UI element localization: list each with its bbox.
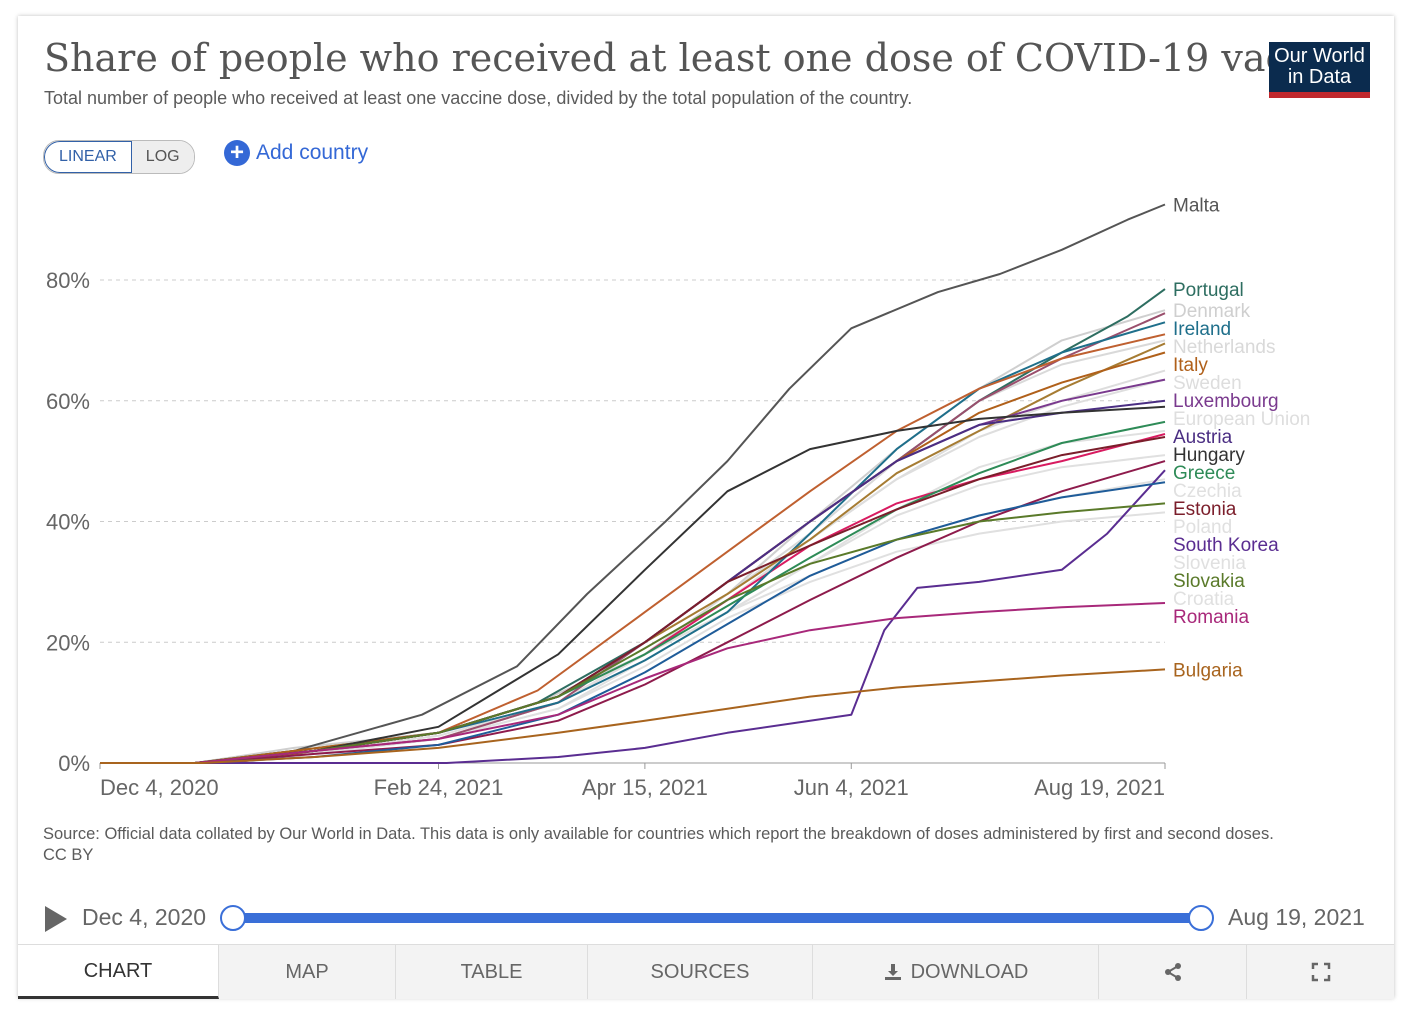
- license-text: CC BY: [43, 846, 94, 864]
- series-line: [100, 369, 1166, 764]
- series-label: Czechia: [1173, 481, 1242, 502]
- chart-title: Share of people who received at least on…: [44, 36, 1368, 80]
- add-country-label: Add country: [256, 141, 369, 164]
- y-tick-label: 20%: [46, 630, 90, 655]
- series-label: Slovenia: [1173, 553, 1246, 574]
- tab-download[interactable]: DOWNLOAD: [813, 945, 1099, 999]
- download-icon: [883, 962, 903, 982]
- tab-sources[interactable]: SOURCES: [588, 945, 813, 999]
- y-tick-label: 80%: [46, 268, 90, 293]
- series-line: [100, 602, 1166, 764]
- series-label: Estonia: [1173, 499, 1237, 520]
- add-country-button[interactable]: + Add country: [224, 140, 368, 166]
- series-label: Sweden: [1173, 373, 1242, 394]
- series-label: Slovakia: [1173, 571, 1245, 592]
- series-line: [100, 333, 1166, 764]
- tab-chart[interactable]: CHART: [18, 945, 219, 999]
- source-note: Source: Official data collated by Our Wo…: [43, 824, 1303, 866]
- tab-table[interactable]: TABLE: [396, 945, 588, 999]
- tab-fullscreen[interactable]: [1247, 945, 1394, 999]
- series-label: Hungary: [1173, 445, 1245, 466]
- tab-map[interactable]: MAP: [219, 945, 396, 999]
- series-line: [100, 469, 1166, 764]
- series-label: European Union: [1173, 409, 1310, 430]
- play-icon[interactable]: [45, 906, 67, 932]
- series-label: Italy: [1173, 355, 1208, 376]
- series-label: Luxembourg: [1173, 391, 1279, 412]
- y-tick-label: 40%: [46, 510, 90, 535]
- tab-sources-label: SOURCES: [650, 961, 750, 983]
- chart-subtitle: Total number of people who received at l…: [44, 88, 913, 108]
- tab-map-label: MAP: [285, 961, 329, 983]
- x-tick-label: Apr 15, 2021: [582, 775, 708, 800]
- logo-line-2: in Data: [1287, 66, 1352, 88]
- series-line: [100, 288, 1166, 764]
- series-line: [100, 351, 1166, 764]
- x-tick-label: Feb 24, 2021: [374, 775, 504, 800]
- series-label: Netherlands: [1173, 337, 1275, 358]
- series-line: [100, 511, 1166, 764]
- series-line: [100, 460, 1166, 764]
- series-label: Ireland: [1173, 319, 1231, 340]
- x-tick-label: Jun 4, 2021: [794, 775, 909, 800]
- series-line: [100, 378, 1166, 764]
- scale-toggle: LINEAR LOG: [43, 140, 195, 174]
- series-label: Malta: [1173, 196, 1220, 217]
- series-line: [100, 429, 1166, 764]
- fullscreen-icon: [1311, 962, 1331, 982]
- y-tick-label: 0%: [58, 751, 90, 776]
- series-label: Poland: [1173, 517, 1232, 538]
- y-tick-label: 60%: [46, 389, 90, 414]
- linear-scale-button[interactable]: LINEAR: [44, 141, 132, 173]
- series-label: Croatia: [1173, 589, 1235, 610]
- timeline-end-handle[interactable]: [1188, 905, 1214, 931]
- timeline-end-label: Aug 19, 2021: [1228, 904, 1365, 930]
- plus-icon: +: [224, 140, 250, 166]
- log-scale-button[interactable]: LOG: [131, 141, 194, 173]
- tab-chart-label: CHART: [83, 959, 153, 982]
- series-label: South Korea: [1173, 535, 1279, 556]
- chart-card: Share of people who received at least on…: [18, 16, 1394, 999]
- series-label: Romania: [1173, 607, 1249, 628]
- series-line: [100, 203, 1166, 764]
- series-label: Austria: [1173, 427, 1233, 448]
- series-label: Denmark: [1173, 301, 1251, 322]
- series-line: [100, 433, 1166, 764]
- timeline-start-handle[interactable]: [220, 905, 246, 931]
- tab-bar: CHART MAP TABLE SOURCES DOWNLOAD: [18, 944, 1394, 999]
- share-icon: [1163, 962, 1183, 982]
- x-tick-label: Dec 4, 2020: [100, 775, 219, 800]
- series-line: [100, 378, 1166, 764]
- tab-download-label: DOWNLOAD: [910, 961, 1029, 983]
- tab-share[interactable]: [1099, 945, 1247, 999]
- x-tick-label: Aug 19, 2021: [1034, 775, 1165, 800]
- source-text: Source: Official data collated by Our Wo…: [43, 825, 1274, 843]
- series-line: [100, 312, 1166, 764]
- owid-logo[interactable]: Our World in Data: [1269, 42, 1370, 98]
- series-label: Greece: [1173, 463, 1235, 484]
- series-line: [100, 454, 1166, 764]
- tab-table-label: TABLE: [460, 961, 523, 983]
- timeline-start-label: Dec 4, 2020: [82, 904, 207, 930]
- series-label: Bulgaria: [1173, 660, 1243, 681]
- timeline-track[interactable]: [233, 913, 1201, 923]
- series-line: [100, 481, 1166, 764]
- logo-line-1: Our World: [1274, 45, 1365, 67]
- series-line: [100, 502, 1166, 764]
- series-label: Portugal: [1173, 280, 1244, 301]
- line-chart: 0% 20% 40% 60% 80% Dec 4, 2020 Feb 24, 2021 Apr…: [46, 196, 1310, 800]
- series-line: [100, 668, 1166, 764]
- series-line: [100, 436, 1166, 764]
